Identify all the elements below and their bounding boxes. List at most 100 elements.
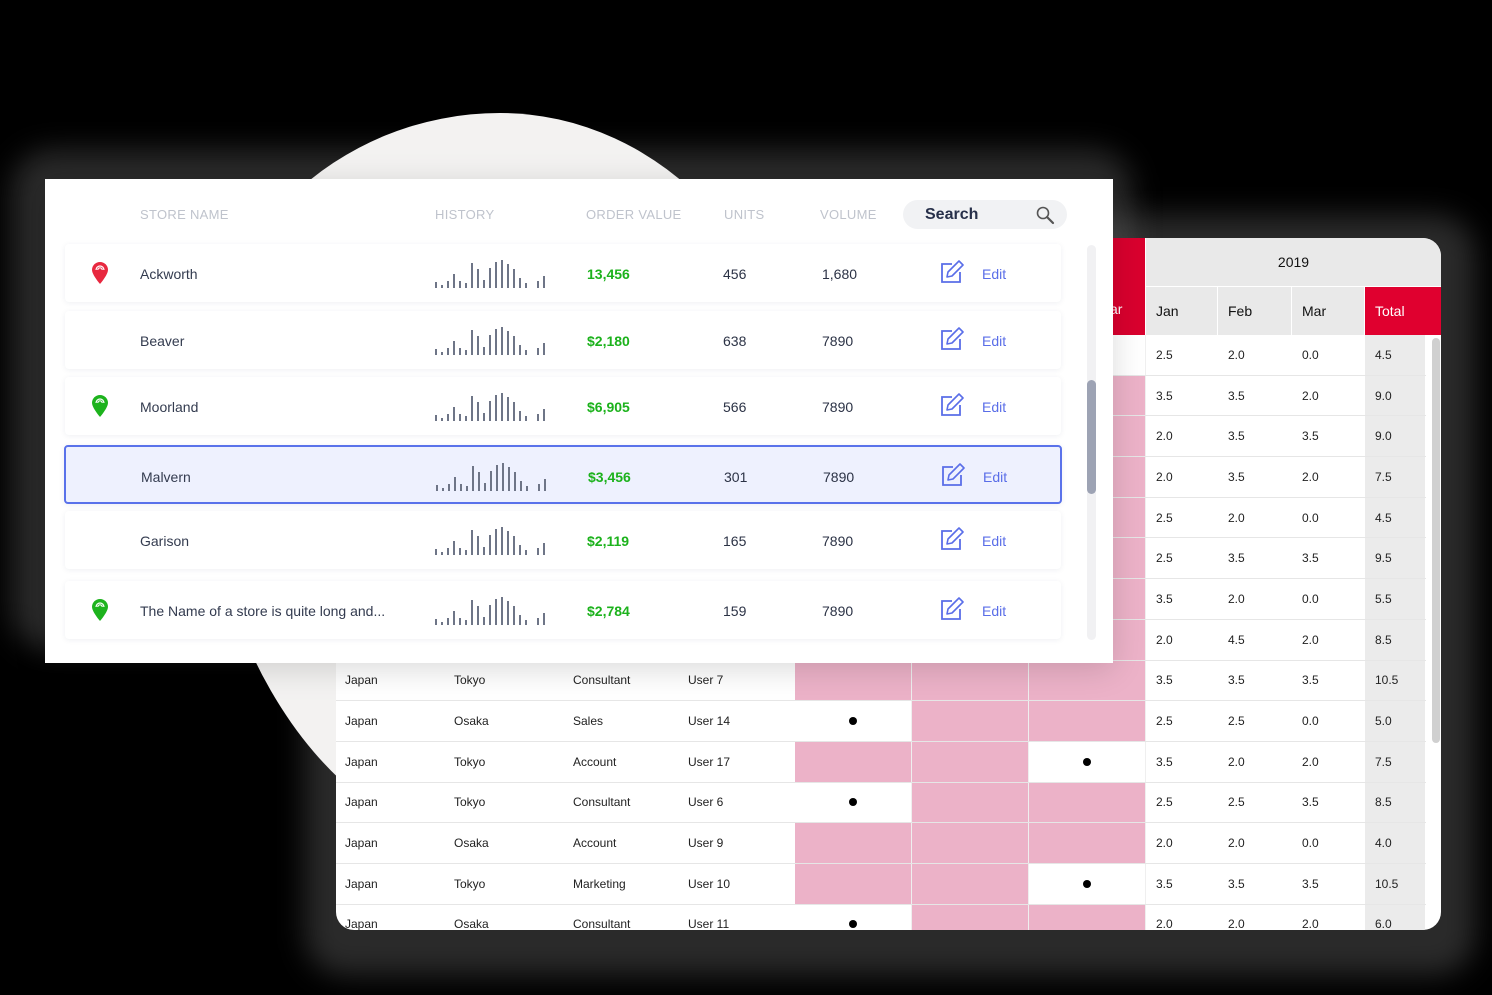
flag-cell[interactable] (795, 701, 912, 741)
user-cell[interactable]: User 10 (688, 876, 731, 891)
edit-button[interactable]: Edit (982, 603, 1007, 619)
city-cell[interactable]: Osaka (454, 836, 489, 851)
header-total[interactable]: Total (1365, 287, 1441, 335)
flag-cell[interactable] (795, 660, 912, 701)
sheet-scrollbar[interactable] (1432, 338, 1440, 743)
mar-cell[interactable]: 0.0 (1302, 714, 1319, 729)
role-cell[interactable]: Marketing (573, 876, 626, 891)
flag-cell[interactable] (1029, 782, 1146, 823)
mar-cell[interactable]: 2.0 (1302, 469, 1319, 484)
feb-cell[interactable]: 3.5 (1228, 551, 1245, 566)
header-jan[interactable]: Jan (1146, 287, 1218, 335)
mar-cell[interactable]: 2.0 (1302, 917, 1319, 930)
flag-cell[interactable] (912, 782, 1029, 823)
store-row[interactable]: Beaver $2,180 638 7890 Edit (65, 311, 1061, 369)
edit-icon[interactable] (940, 260, 964, 284)
flag-cell[interactable] (1029, 863, 1146, 904)
country-cell[interactable]: Japan (345, 917, 378, 930)
user-cell[interactable]: User 9 (688, 836, 724, 851)
feb-cell[interactable]: 2.0 (1228, 917, 1245, 930)
country-cell[interactable]: Japan (345, 836, 378, 851)
edit-button[interactable]: Edit (982, 333, 1007, 349)
flag-cell[interactable] (1029, 823, 1146, 863)
flag-cell[interactable] (1029, 660, 1146, 701)
column-order-value[interactable]: ORDER VALUE (586, 207, 682, 222)
feb-cell[interactable]: 3.5 (1228, 876, 1245, 891)
store-scroll-thumb[interactable] (1087, 380, 1096, 494)
country-cell[interactable]: Japan (345, 876, 378, 891)
header-feb[interactable]: Feb (1218, 287, 1292, 335)
flag-cell[interactable] (912, 904, 1029, 930)
city-cell[interactable]: Tokyo (454, 795, 486, 810)
jan-cell[interactable]: 2.0 (1156, 836, 1173, 851)
city-cell[interactable]: Tokyo (454, 673, 486, 688)
role-cell[interactable]: Consultant (573, 917, 631, 930)
city-cell[interactable]: Tokyo (454, 876, 486, 891)
jan-cell[interactable]: 3.5 (1156, 754, 1173, 769)
city-cell[interactable]: Tokyo (454, 754, 486, 769)
jan-cell[interactable]: 2.0 (1156, 429, 1173, 444)
edit-icon[interactable] (940, 527, 964, 551)
store-row[interactable]: Malvern $3,456 301 7890 Edit (64, 445, 1062, 504)
column-history[interactable]: HISTORY (435, 207, 495, 222)
jan-cell[interactable]: 2.5 (1156, 347, 1173, 362)
column-volume[interactable]: VOLUME (820, 207, 877, 222)
mar-cell[interactable]: 3.5 (1302, 673, 1319, 688)
column-units[interactable]: UNITS (724, 207, 765, 222)
flag-cell[interactable] (1029, 701, 1146, 741)
user-cell[interactable]: User 7 (688, 673, 724, 688)
feb-cell[interactable]: 3.5 (1228, 469, 1245, 484)
role-cell[interactable]: Consultant (573, 795, 631, 810)
feb-cell[interactable]: 2.5 (1228, 795, 1245, 810)
mar-cell[interactable]: 3.5 (1302, 429, 1319, 444)
flag-cell[interactable] (795, 823, 912, 863)
store-row[interactable]: The Name of a store is quite long and...… (65, 581, 1061, 639)
feb-cell[interactable]: 2.0 (1228, 754, 1245, 769)
jan-cell[interactable]: 3.5 (1156, 591, 1173, 606)
store-row[interactable]: Moorland $6,905 566 7890 Edit (65, 377, 1061, 435)
mar-cell[interactable]: 3.5 (1302, 876, 1319, 891)
store-row[interactable]: Garison $2,119 165 7890 Edit (65, 511, 1061, 569)
country-cell[interactable]: Japan (345, 754, 378, 769)
column-store-name[interactable]: STORE NAME (140, 207, 229, 222)
feb-cell[interactable]: 2.5 (1228, 714, 1245, 729)
jan-cell[interactable]: 3.5 (1156, 673, 1173, 688)
jan-cell[interactable]: 3.5 (1156, 388, 1173, 403)
mar-cell[interactable]: 2.0 (1302, 632, 1319, 647)
header-mar[interactable]: Mar (1292, 287, 1365, 335)
mar-cell[interactable]: 2.0 (1302, 388, 1319, 403)
mar-cell[interactable]: 0.0 (1302, 836, 1319, 851)
city-cell[interactable]: Osaka (454, 917, 489, 930)
mar-cell[interactable]: 0.0 (1302, 510, 1319, 525)
country-cell[interactable]: Japan (345, 795, 378, 810)
mar-cell[interactable]: 0.0 (1302, 591, 1319, 606)
country-cell[interactable]: Japan (345, 714, 378, 729)
mar-cell[interactable]: 2.0 (1302, 754, 1319, 769)
jan-cell[interactable]: 2.0 (1156, 632, 1173, 647)
user-cell[interactable]: User 11 (688, 917, 730, 930)
jan-cell[interactable]: 2.0 (1156, 917, 1173, 930)
flag-cell[interactable] (912, 863, 1029, 904)
jan-cell[interactable]: 2.5 (1156, 795, 1173, 810)
edit-button[interactable]: Edit (982, 399, 1007, 415)
city-cell[interactable]: Osaka (454, 714, 489, 729)
jan-cell[interactable]: 2.5 (1156, 714, 1173, 729)
jan-cell[interactable]: 2.0 (1156, 469, 1173, 484)
edit-button[interactable]: Edit (982, 266, 1007, 282)
store-row[interactable]: Ackworth 13,456 456 1,680 Edit (65, 244, 1061, 302)
flag-cell[interactable] (1029, 335, 1146, 375)
user-cell[interactable]: User 14 (688, 714, 731, 729)
feb-cell[interactable]: 3.5 (1228, 429, 1245, 444)
user-cell[interactable]: User 17 (688, 754, 731, 769)
flag-cell[interactable] (1029, 904, 1146, 930)
feb-cell[interactable]: 2.0 (1228, 836, 1245, 851)
jan-cell[interactable]: 3.5 (1156, 876, 1173, 891)
jan-cell[interactable]: 2.5 (1156, 551, 1173, 566)
mar-cell[interactable]: 3.5 (1302, 795, 1319, 810)
feb-cell[interactable]: 2.0 (1228, 591, 1245, 606)
flag-cell[interactable] (795, 863, 912, 904)
role-cell[interactable]: Consultant (573, 673, 631, 688)
jan-cell[interactable]: 2.5 (1156, 510, 1173, 525)
feb-cell[interactable]: 4.5 (1228, 632, 1245, 647)
search-icon[interactable] (1035, 205, 1055, 225)
